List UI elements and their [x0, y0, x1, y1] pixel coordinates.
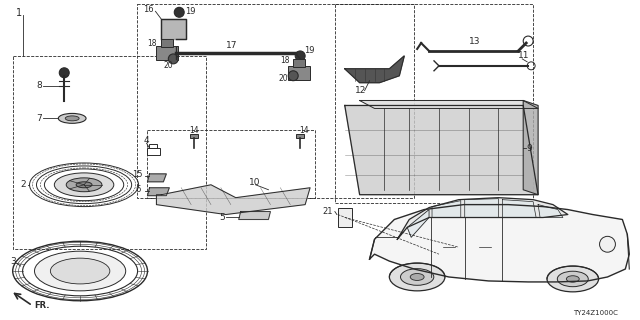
- Polygon shape: [156, 185, 310, 214]
- Text: 11: 11: [518, 52, 530, 60]
- Bar: [296, 134, 304, 138]
- Text: 15: 15: [132, 170, 142, 180]
- Ellipse shape: [54, 173, 114, 197]
- Text: 20: 20: [278, 74, 288, 83]
- Polygon shape: [407, 210, 429, 237]
- Bar: [150, 144, 157, 148]
- Text: 21: 21: [322, 207, 333, 216]
- Ellipse shape: [389, 263, 445, 291]
- Polygon shape: [369, 204, 629, 282]
- Bar: [136, 4, 414, 198]
- Ellipse shape: [35, 251, 125, 291]
- Polygon shape: [239, 212, 271, 220]
- Ellipse shape: [547, 266, 598, 292]
- Text: 7: 7: [36, 114, 42, 123]
- Text: 3: 3: [11, 257, 17, 266]
- Ellipse shape: [65, 116, 79, 121]
- Ellipse shape: [566, 276, 579, 282]
- Text: 9: 9: [526, 144, 532, 153]
- Text: 18: 18: [147, 38, 157, 48]
- Text: 1: 1: [15, 8, 22, 18]
- Bar: [288, 66, 310, 80]
- Circle shape: [295, 51, 305, 61]
- Text: 12: 12: [355, 86, 366, 95]
- Circle shape: [600, 236, 616, 252]
- Text: FR.: FR.: [35, 301, 50, 310]
- Polygon shape: [465, 199, 499, 218]
- Polygon shape: [397, 198, 568, 239]
- Text: 17: 17: [226, 42, 237, 51]
- Ellipse shape: [557, 271, 588, 287]
- Polygon shape: [345, 56, 404, 83]
- Bar: [161, 39, 173, 47]
- Bar: [190, 134, 198, 138]
- Bar: [335, 4, 533, 203]
- Text: 2: 2: [20, 180, 26, 189]
- Text: 19: 19: [304, 46, 315, 55]
- Polygon shape: [147, 188, 170, 196]
- Circle shape: [60, 68, 69, 78]
- Polygon shape: [161, 19, 186, 39]
- Polygon shape: [360, 100, 538, 108]
- Ellipse shape: [58, 113, 86, 123]
- Text: 20: 20: [163, 61, 173, 70]
- Text: 14: 14: [299, 126, 309, 135]
- Text: 5: 5: [219, 213, 225, 222]
- Polygon shape: [432, 201, 461, 218]
- Bar: [156, 46, 179, 60]
- Circle shape: [288, 71, 298, 81]
- Circle shape: [168, 54, 179, 64]
- Text: 16: 16: [143, 5, 154, 14]
- Text: 8: 8: [36, 81, 42, 90]
- Text: 13: 13: [468, 36, 480, 45]
- Polygon shape: [538, 204, 563, 218]
- Ellipse shape: [410, 274, 424, 280]
- Text: 18: 18: [280, 56, 290, 65]
- Ellipse shape: [51, 258, 110, 284]
- Ellipse shape: [66, 178, 102, 192]
- Polygon shape: [147, 174, 166, 182]
- Polygon shape: [524, 100, 538, 195]
- Bar: [13, 56, 206, 249]
- Circle shape: [174, 7, 184, 17]
- Text: 6: 6: [136, 185, 141, 194]
- Bar: [147, 148, 161, 155]
- Ellipse shape: [401, 269, 434, 285]
- Polygon shape: [345, 106, 538, 195]
- Text: 19: 19: [185, 7, 196, 16]
- Text: 4: 4: [143, 136, 149, 145]
- Text: 14: 14: [189, 126, 199, 135]
- Bar: [293, 59, 305, 67]
- Text: 10: 10: [248, 178, 260, 187]
- Text: TY24Z1000C: TY24Z1000C: [573, 310, 618, 316]
- Bar: [338, 208, 352, 228]
- Polygon shape: [502, 200, 536, 218]
- Bar: [147, 130, 315, 198]
- Ellipse shape: [76, 182, 92, 188]
